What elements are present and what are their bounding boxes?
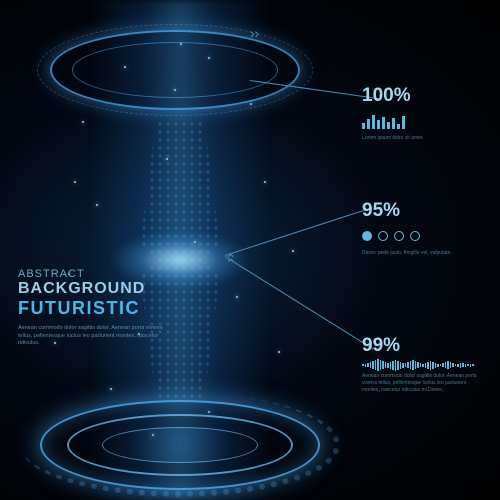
- waveform-icon: [362, 357, 482, 373]
- title-line-3: FUTURISTIC: [18, 298, 178, 319]
- circles-icon: [362, 228, 482, 244]
- stat-block-3: 99% Aenean commodo dolor sagittis dolor.…: [362, 335, 482, 394]
- title-body: Aenean commodo dolor sagittis dolor. Aen…: [18, 325, 178, 348]
- title-line-1: ABSTRACT: [18, 268, 178, 280]
- stat-body: Aenean commodo dolor sagittis dolor. Aen…: [362, 373, 482, 394]
- title-line-2: BACKGROUND: [18, 280, 178, 298]
- stat-percent: 100%: [362, 85, 482, 107]
- stat-body: Donec pede justo, fringilla vel, vulputa…: [362, 250, 482, 257]
- bar-chart-icon: [362, 113, 482, 129]
- top-ring: [50, 30, 300, 110]
- stat-block-2: 95% Donec pede justo, fringilla vel, vul…: [362, 200, 482, 257]
- stat-body: Lorem ipsum dolor sit amet.: [362, 135, 482, 142]
- chevron-icon: ››: [250, 25, 259, 41]
- title-block: ABSTRACT BACKGROUND FUTURISTIC Aenean co…: [18, 268, 178, 348]
- stat-block-1: 100% Lorem ipsum dolor sit amet.: [362, 85, 482, 142]
- bottom-ring-ticks: [20, 393, 340, 497]
- stat-percent: 95%: [362, 200, 482, 222]
- stat-percent: 99%: [362, 335, 482, 357]
